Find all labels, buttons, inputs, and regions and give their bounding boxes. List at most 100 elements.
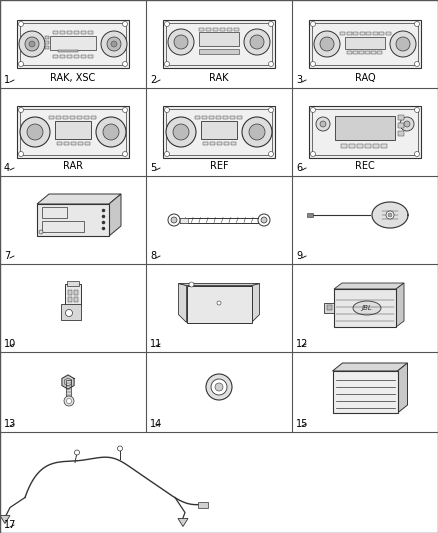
Bar [67, 55, 72, 58]
Text: RAQ: RAQ [355, 73, 375, 83]
Circle shape [414, 108, 420, 112]
Bar [324, 303, 334, 313]
Bar [74, 55, 79, 58]
Circle shape [414, 61, 420, 67]
Text: RAK: RAK [209, 73, 229, 83]
Text: 6: 6 [296, 163, 302, 173]
Bar [58, 50, 78, 52]
Circle shape [211, 379, 227, 395]
Bar [345, 37, 385, 49]
Bar [234, 28, 239, 31]
Circle shape [311, 61, 315, 67]
Circle shape [18, 108, 24, 112]
Circle shape [25, 37, 39, 51]
Bar [42, 221, 84, 232]
Text: 8: 8 [150, 251, 156, 261]
Bar [217, 142, 222, 145]
Bar [53, 55, 58, 58]
Text: 17: 17 [4, 520, 16, 530]
Bar [201, 121, 237, 139]
Circle shape [174, 35, 188, 49]
Bar [166, 23, 272, 65]
Bar [353, 51, 358, 54]
Bar [349, 144, 355, 148]
Polygon shape [179, 284, 259, 286]
Bar [309, 20, 421, 68]
Bar [209, 116, 214, 119]
Circle shape [268, 21, 273, 27]
Text: 10: 10 [4, 339, 16, 349]
Circle shape [388, 213, 392, 217]
Bar [327, 305, 332, 310]
Bar [68, 290, 72, 295]
Circle shape [166, 117, 196, 147]
Bar [74, 297, 78, 302]
Circle shape [258, 214, 270, 226]
Bar [334, 289, 396, 327]
Text: 1: 1 [4, 75, 10, 85]
Bar [50, 36, 96, 50]
Bar [199, 28, 204, 31]
Circle shape [101, 31, 127, 57]
Circle shape [66, 310, 73, 317]
Bar [213, 28, 218, 31]
Bar [78, 142, 83, 145]
Bar [312, 23, 418, 65]
Bar [55, 121, 91, 139]
Circle shape [67, 399, 71, 403]
Polygon shape [179, 284, 187, 322]
Polygon shape [178, 519, 188, 527]
Circle shape [250, 35, 264, 49]
Circle shape [386, 211, 394, 219]
Circle shape [268, 61, 273, 67]
Bar [180, 217, 188, 222]
Bar [45, 46, 49, 49]
Bar [210, 142, 215, 145]
Bar [17, 106, 129, 158]
Circle shape [19, 31, 45, 57]
Bar [198, 502, 208, 507]
Circle shape [18, 61, 24, 67]
Circle shape [27, 124, 43, 140]
Bar [74, 290, 78, 295]
Bar [335, 116, 395, 140]
Polygon shape [332, 363, 407, 371]
Circle shape [249, 124, 265, 140]
Circle shape [311, 108, 315, 112]
Bar [49, 116, 54, 119]
Bar [81, 31, 86, 34]
Bar [360, 32, 364, 35]
Circle shape [165, 108, 170, 112]
Circle shape [242, 117, 272, 147]
Bar [67, 31, 72, 34]
Text: 15: 15 [296, 419, 308, 429]
Bar [67, 281, 79, 286]
Bar [340, 32, 345, 35]
Circle shape [244, 29, 270, 55]
Bar [398, 131, 404, 136]
Bar [365, 51, 370, 54]
Bar [77, 116, 82, 119]
Polygon shape [251, 284, 259, 322]
Bar [71, 142, 76, 145]
Circle shape [173, 124, 189, 140]
Bar [385, 32, 391, 35]
Bar [57, 142, 62, 145]
Text: 3: 3 [296, 75, 302, 85]
Circle shape [261, 217, 267, 223]
Text: JBL: JBL [362, 305, 372, 311]
Text: 5: 5 [150, 163, 156, 173]
Bar [357, 144, 363, 148]
Circle shape [39, 230, 43, 234]
Circle shape [18, 21, 24, 27]
Circle shape [64, 396, 74, 406]
Bar [163, 106, 275, 158]
Bar [224, 142, 229, 145]
Bar [42, 207, 67, 218]
Bar [347, 51, 352, 54]
Bar [398, 123, 404, 128]
Text: REF: REF [210, 161, 228, 171]
Bar [371, 51, 376, 54]
Circle shape [117, 446, 123, 451]
Bar [56, 116, 61, 119]
